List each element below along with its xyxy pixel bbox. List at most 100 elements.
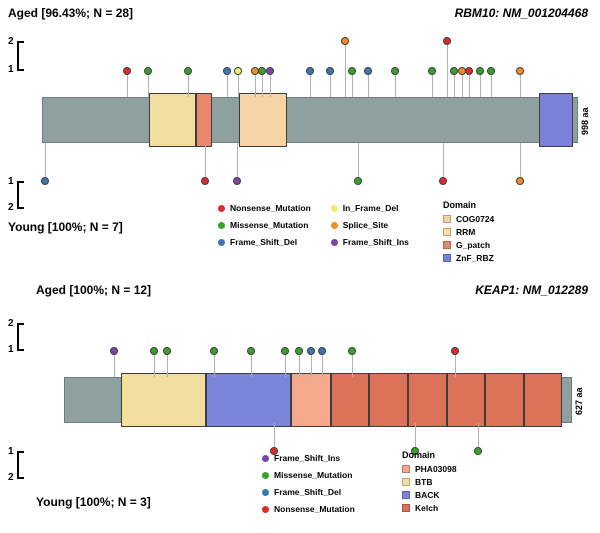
legend-label: Frame_Shift_Del bbox=[274, 487, 342, 497]
mutation-stem bbox=[187, 71, 189, 97]
mutation-stem bbox=[311, 351, 313, 377]
mutation-Missense_Mutation bbox=[487, 67, 496, 75]
legend-label: BACK bbox=[415, 490, 440, 500]
mutation-Splice_Site bbox=[340, 37, 349, 45]
gene-title: KEAP1: NM_012289 bbox=[475, 283, 588, 297]
mutation-stem bbox=[299, 351, 301, 377]
mutation-Frame_Shift_Del bbox=[307, 347, 316, 355]
mutation-color-dot bbox=[330, 238, 338, 246]
domain-legend-item-PHA03098: PHA03098 bbox=[402, 464, 457, 474]
mutation-stem bbox=[204, 143, 206, 181]
domain-legend-item-COG0724: COG0724 bbox=[443, 214, 494, 224]
legend-item-Nonsense_Mutation: Nonsense_Mutation bbox=[218, 203, 311, 213]
mutation-stem bbox=[477, 423, 479, 451]
mutation-Nonsense_Mutation bbox=[443, 37, 452, 45]
mutation-color-dot bbox=[330, 204, 338, 212]
mutation-stem bbox=[254, 71, 256, 97]
mutation-Missense_Mutation bbox=[257, 67, 266, 75]
mutation-Missense_Mutation bbox=[354, 177, 363, 185]
legend-label: COG0724 bbox=[456, 214, 495, 224]
legend-item-Missense_Mutation: Missense_Mutation bbox=[218, 220, 311, 230]
domain-legend-item-RRM: RRM bbox=[443, 227, 494, 237]
protein-length-label: 627 aa bbox=[574, 387, 584, 415]
mutation-Nonsense_Mutation bbox=[123, 67, 132, 75]
legend-label: Missense_Mutation bbox=[274, 470, 353, 480]
legend-label: PHA03098 bbox=[415, 464, 457, 474]
legend-item-Frame_Shift_Ins: Frame_Shift_Ins bbox=[330, 237, 409, 247]
mutation-stem bbox=[127, 71, 129, 97]
axis-tick bbox=[19, 181, 24, 183]
y-axis-top: 2 1 bbox=[8, 37, 24, 75]
mutation-Frame_Shift_Del bbox=[317, 347, 326, 355]
legend-label: Frame_Shift_Del bbox=[230, 237, 298, 247]
domain-legend: Domain COG0724 RRM G_patch ZnF_RBZ bbox=[443, 200, 494, 266]
mutation-stem bbox=[226, 71, 228, 97]
mutation-stem bbox=[462, 71, 464, 97]
protein-track bbox=[64, 267, 572, 533]
mutation-Nonsense_Mutation bbox=[451, 347, 460, 355]
protein-bar bbox=[42, 97, 578, 143]
mutation-Nonsense_Mutation bbox=[464, 67, 473, 75]
axis-tick-label: 2 bbox=[8, 318, 14, 329]
legend-column: In_Frame_Del Splice_Site Frame_Shift_Ins bbox=[330, 203, 409, 247]
mutation-Frame_Shift_Del bbox=[325, 67, 334, 75]
domain-PHA03098 bbox=[290, 373, 331, 427]
domain-color-swatch bbox=[402, 504, 410, 512]
mutation-color-dot bbox=[330, 221, 338, 229]
domain-legend-item-BTB: BTB bbox=[402, 477, 457, 487]
mutation-Frame_Shift_Ins bbox=[233, 177, 242, 185]
legend-item-Frame_Shift_Ins: Frame_Shift_Ins bbox=[262, 453, 355, 463]
legend-label: Missense_Mutation bbox=[230, 220, 309, 230]
domain-BTB bbox=[120, 373, 207, 427]
mutation-color-dot bbox=[218, 204, 225, 212]
mutation-stem bbox=[453, 71, 455, 97]
domain-Kelch bbox=[330, 373, 370, 427]
legend-label: Splice_Site bbox=[342, 220, 389, 230]
mutation-Missense_Mutation bbox=[281, 347, 290, 355]
mutation-Missense_Mutation bbox=[410, 447, 419, 455]
mutation-stem bbox=[114, 351, 116, 377]
mutation-stem bbox=[154, 351, 156, 377]
mutation-Missense_Mutation bbox=[347, 67, 356, 75]
domain-Kelch bbox=[485, 373, 524, 427]
mutation-stem bbox=[237, 143, 239, 181]
mutation-color-dot bbox=[262, 505, 269, 513]
legend-label: Nonsense_Mutation bbox=[230, 203, 311, 213]
domain-legend: Domain PHA03098 BTB BACK Kelch bbox=[402, 450, 457, 516]
panel-rbm10: Aged [96.43%; N = 28] RBM10: NM_00120446… bbox=[0, 0, 600, 266]
gene-title: RBM10: NM_001204468 bbox=[454, 6, 588, 20]
legend-label: Kelch bbox=[415, 503, 439, 513]
mutation-color-dot bbox=[218, 238, 225, 246]
domain-ZnF_RBZ bbox=[539, 93, 573, 147]
mutation-Frame_Shift_Ins bbox=[265, 67, 274, 75]
mutation-stem bbox=[214, 351, 216, 377]
mutation-Missense_Mutation bbox=[391, 67, 400, 75]
mutation-stem bbox=[167, 351, 169, 377]
legend-item-Nonsense_Mutation: Nonsense_Mutation bbox=[262, 504, 355, 514]
mutation-color-dot bbox=[262, 471, 269, 479]
mutation-legend: Nonsense_Mutation Missense_Mutation Frame_… bbox=[218, 203, 409, 247]
mutation-Splice_Site bbox=[516, 177, 525, 185]
mutation-Missense_Mutation bbox=[210, 347, 219, 355]
axis-tick-label: 2 bbox=[8, 36, 14, 47]
domain-Kelch bbox=[407, 373, 447, 427]
axis-tick bbox=[19, 477, 24, 479]
mutation-Frame_Shift_Ins bbox=[110, 347, 119, 355]
aged-cohort-label: Aged [100%; N = 12] bbox=[36, 283, 152, 297]
legend-item-Frame_Shift_Del: Frame_Shift_Del bbox=[262, 487, 355, 497]
legend-item-Splice_Site: Splice_Site bbox=[330, 220, 409, 230]
axis-tick bbox=[19, 69, 24, 71]
mutation-stem bbox=[274, 423, 276, 451]
mutation-stem bbox=[351, 351, 353, 377]
axis-tick-label: 2 bbox=[8, 202, 14, 213]
aged-cohort-label: Aged [96.43%; N = 28] bbox=[8, 6, 134, 20]
domain-COG0724 bbox=[239, 93, 288, 147]
mutation-stem bbox=[321, 351, 323, 377]
mutation-stem bbox=[447, 41, 449, 97]
legend-label: RRM bbox=[456, 227, 476, 237]
mutation-Missense_Mutation bbox=[144, 67, 153, 75]
domain-legend-item-ZnF_RBZ: ZnF_RBZ bbox=[443, 253, 494, 263]
axis-tick-label: 1 bbox=[8, 344, 14, 355]
axis-tick-label: 1 bbox=[8, 446, 14, 457]
mutation-stem bbox=[351, 71, 353, 97]
